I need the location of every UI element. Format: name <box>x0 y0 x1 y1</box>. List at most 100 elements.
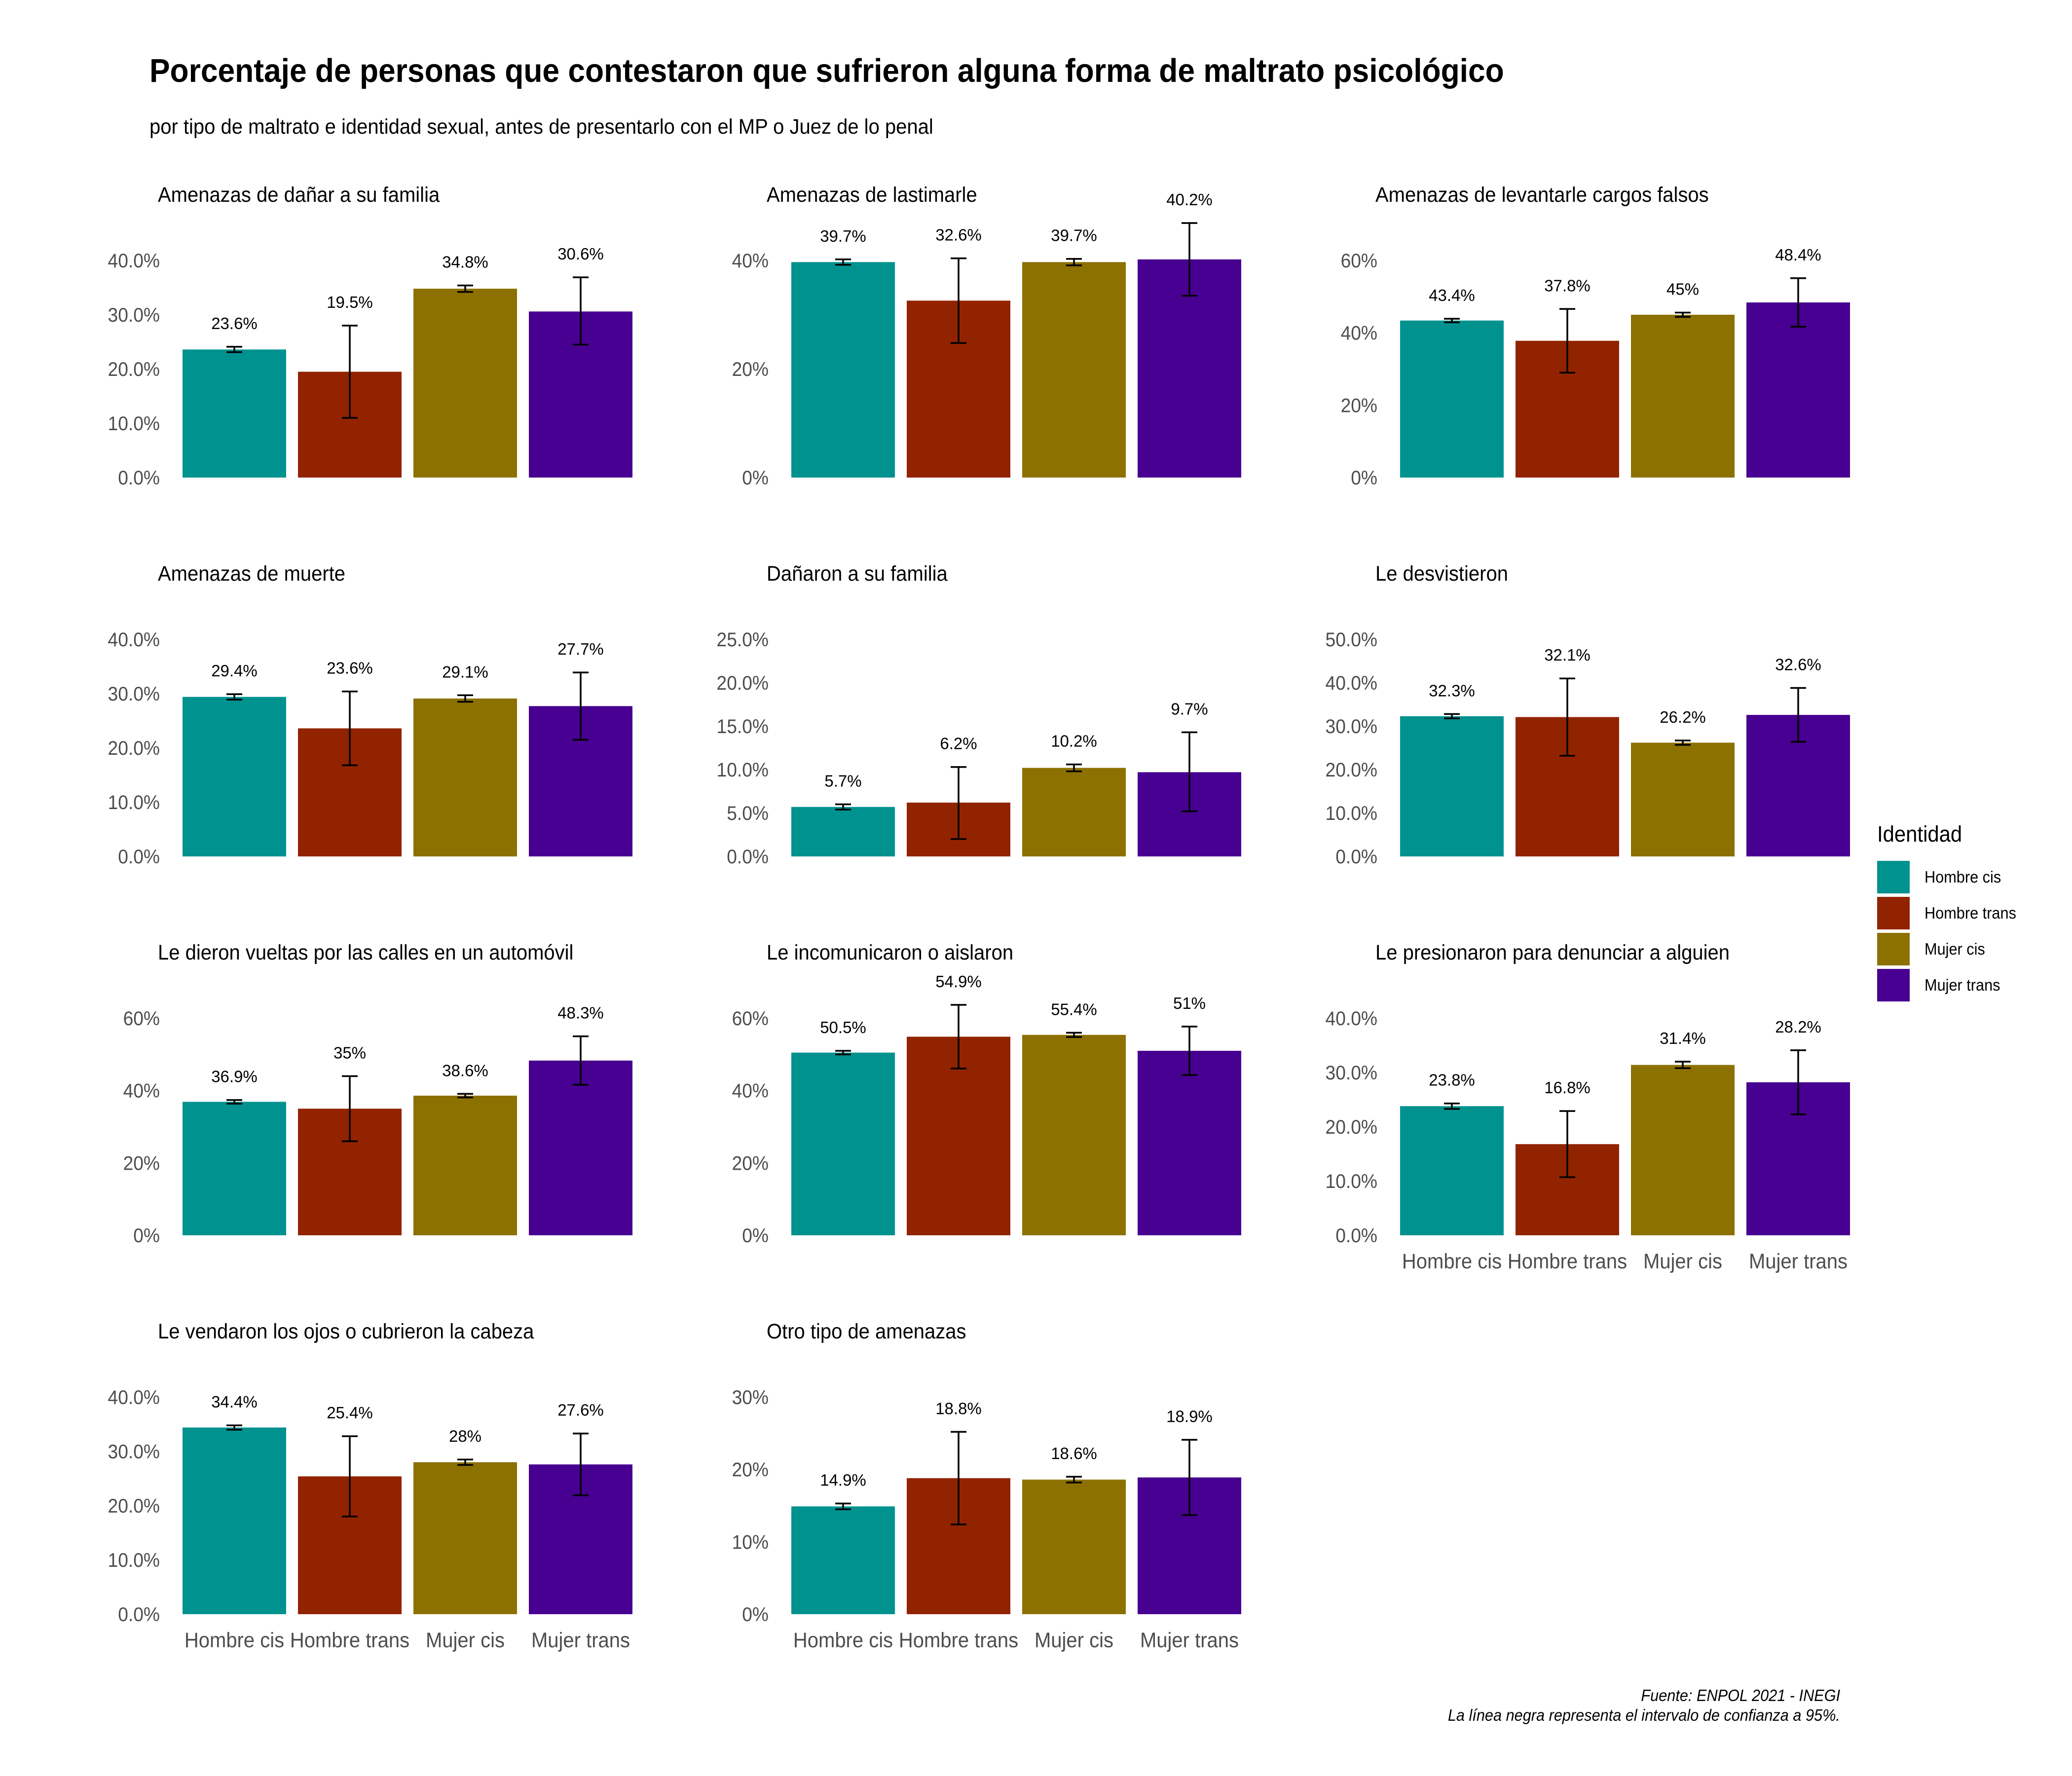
bar-mujer-cis <box>1631 1065 1735 1235</box>
error-bar <box>342 1435 358 1517</box>
bar-hombre-cis <box>1400 1106 1504 1235</box>
y-tick-label: 10.0% <box>108 413 160 435</box>
data-label: 35% <box>333 1043 366 1062</box>
y-tick-label: 20.0% <box>717 672 769 695</box>
error-bar <box>457 1093 473 1099</box>
error-bar <box>342 690 358 766</box>
error-bar <box>1675 740 1691 746</box>
legend-label-hombre-cis: Hombre cis <box>1924 868 2001 886</box>
error-bar <box>1066 1032 1082 1038</box>
data-label: 23.6% <box>211 314 258 333</box>
x-tick-label: Hombre cis <box>793 1628 893 1652</box>
x-tick-label: Hombre cis <box>185 1628 284 1652</box>
legend-label-mujer-trans: Mujer trans <box>1924 976 2000 994</box>
data-label: 27.7% <box>557 640 604 658</box>
data-label: 37.8% <box>1544 276 1591 295</box>
data-label: 18.9% <box>1166 1407 1213 1426</box>
facet-le-incomunicaron-o-aislaron: Le incomunicaron o aislaron 0% 20% 40% 60% 50… <box>732 940 1241 1247</box>
y-tick-label: 40% <box>732 250 769 272</box>
y-tick-label: 30.0% <box>108 683 160 705</box>
error-bar <box>226 1424 242 1431</box>
x-tick-label: Mujer cis <box>426 1628 505 1652</box>
bar-hombre-cis <box>1400 716 1504 856</box>
data-label: 38.6% <box>442 1061 488 1079</box>
error-bar <box>1066 1476 1082 1483</box>
data-label: 31.4% <box>1660 1029 1706 1047</box>
y-tick-label: 15.0% <box>717 716 769 738</box>
bar-mujer-cis <box>1022 768 1126 856</box>
y-tick-label: 30.0% <box>108 1441 160 1463</box>
bar-mujer-cis <box>413 698 517 856</box>
error-bar <box>226 1099 242 1105</box>
y-tick-label: 0% <box>742 1604 769 1626</box>
y-tick-label: 40.0% <box>108 1387 160 1409</box>
data-label: 48.4% <box>1775 246 1821 264</box>
bar-hombre-cis <box>183 349 286 478</box>
bar-mujer-cis <box>1631 742 1735 856</box>
facet-amenazas-de-lastimarle: Amenazas de lastimarle 0% 20% 40% 39.7% 32.6%… <box>732 183 1241 489</box>
error-bar <box>457 284 473 293</box>
y-tick-label: 60% <box>123 1008 160 1030</box>
bar-mujer-cis <box>413 1462 517 1614</box>
confidence-interval-note: La línea negra representa el intervalo d… <box>1447 1706 1840 1724</box>
error-bar <box>1675 311 1691 318</box>
y-tick-label: 40% <box>123 1080 160 1102</box>
y-tick-label: 25.0% <box>717 629 769 651</box>
bar-mujer-trans <box>529 1060 632 1235</box>
data-label: 43.4% <box>1429 286 1475 304</box>
facet-title: Le incomunicaron o aislaron <box>767 940 1013 964</box>
data-label: 40.2% <box>1166 190 1213 209</box>
bar-mujer-trans <box>1138 1051 1241 1235</box>
facet-otro-tipo-de-amenazas: Otro tipo de amenazas 0% 10% 20% 30% 14.9% Hom… <box>732 1319 1241 1652</box>
error-bar <box>342 325 358 419</box>
data-label: 14.9% <box>820 1471 866 1489</box>
legend-item-hombre-trans: Hombre trans <box>1877 897 2072 929</box>
facet-amenazas-de-danar-a-su-familia: Amenazas de dañar a su familia 0.0% 10.0% 2… <box>108 183 632 489</box>
error-bar <box>573 276 589 346</box>
error-bar <box>1559 677 1575 757</box>
error-bar <box>457 1458 473 1466</box>
y-tick-label: 20% <box>732 1459 769 1481</box>
data-label: 39.7% <box>820 227 866 245</box>
bar-mujer-trans <box>1746 302 1850 478</box>
legend-item-hombre-cis: Hombre cis <box>1877 861 2072 893</box>
error-bar <box>951 1004 966 1070</box>
y-tick-label: 20.0% <box>1326 1116 1377 1139</box>
y-tick-label: 0.0% <box>118 846 160 868</box>
data-label: 32.6% <box>935 226 982 244</box>
error-bar <box>1790 687 1806 743</box>
y-tick-label: 10.0% <box>1326 803 1377 825</box>
facet-title: Amenazas de muerte <box>158 561 345 586</box>
data-label: 16.8% <box>1544 1078 1591 1097</box>
bar-hombre-cis <box>791 807 895 856</box>
data-label: 5.7% <box>824 772 861 790</box>
facet-title: Amenazas de dañar a su familia <box>158 183 440 207</box>
error-bar <box>951 1431 966 1525</box>
y-tick-label: 20% <box>732 1152 769 1175</box>
bar-hombre-cis <box>1400 320 1504 478</box>
x-tick-label: Hombre cis <box>1402 1249 1502 1273</box>
chart-title: Porcentaje de personas que contestaron q… <box>149 52 1504 89</box>
y-tick-label: 60% <box>732 1008 769 1030</box>
chart-subtitle: por tipo de maltrato e identidad sexual,… <box>149 115 933 139</box>
facet-title: Amenazas de lastimarle <box>767 183 977 207</box>
bar-mujer-cis <box>413 289 517 478</box>
bar-hombre-cis <box>183 697 286 856</box>
facet-le-vendaron-los-ojos-o-cubrieron-la-cabeza: Le vendaron los ojos o cubrieron la cabe… <box>108 1319 632 1652</box>
data-label: 27.6% <box>557 1401 604 1419</box>
error-bar <box>951 257 966 344</box>
y-tick-label: 0% <box>742 1225 769 1247</box>
error-bar <box>226 346 242 353</box>
y-tick-label: 40.0% <box>108 250 160 272</box>
y-tick-label: 20% <box>1341 395 1377 417</box>
data-label: 25.4% <box>327 1404 373 1422</box>
data-label: 34.4% <box>211 1393 258 1411</box>
error-bar <box>457 694 473 703</box>
facet-title: Le dieron vueltas por las calles en un a… <box>158 940 573 964</box>
facet-le-dieron-vueltas-por-las-calles-en-un-automovil: Le dieron vueltas por las calles en un a… <box>123 940 632 1247</box>
facet-le-presionaron-para-denunciar-a-alguien: Le presionaron para denunciar a alguien 0… <box>1326 940 1850 1273</box>
y-tick-label: 40.0% <box>1326 1008 1377 1030</box>
data-label: 39.7% <box>1051 226 1097 245</box>
y-tick-label: 60% <box>1341 250 1377 272</box>
